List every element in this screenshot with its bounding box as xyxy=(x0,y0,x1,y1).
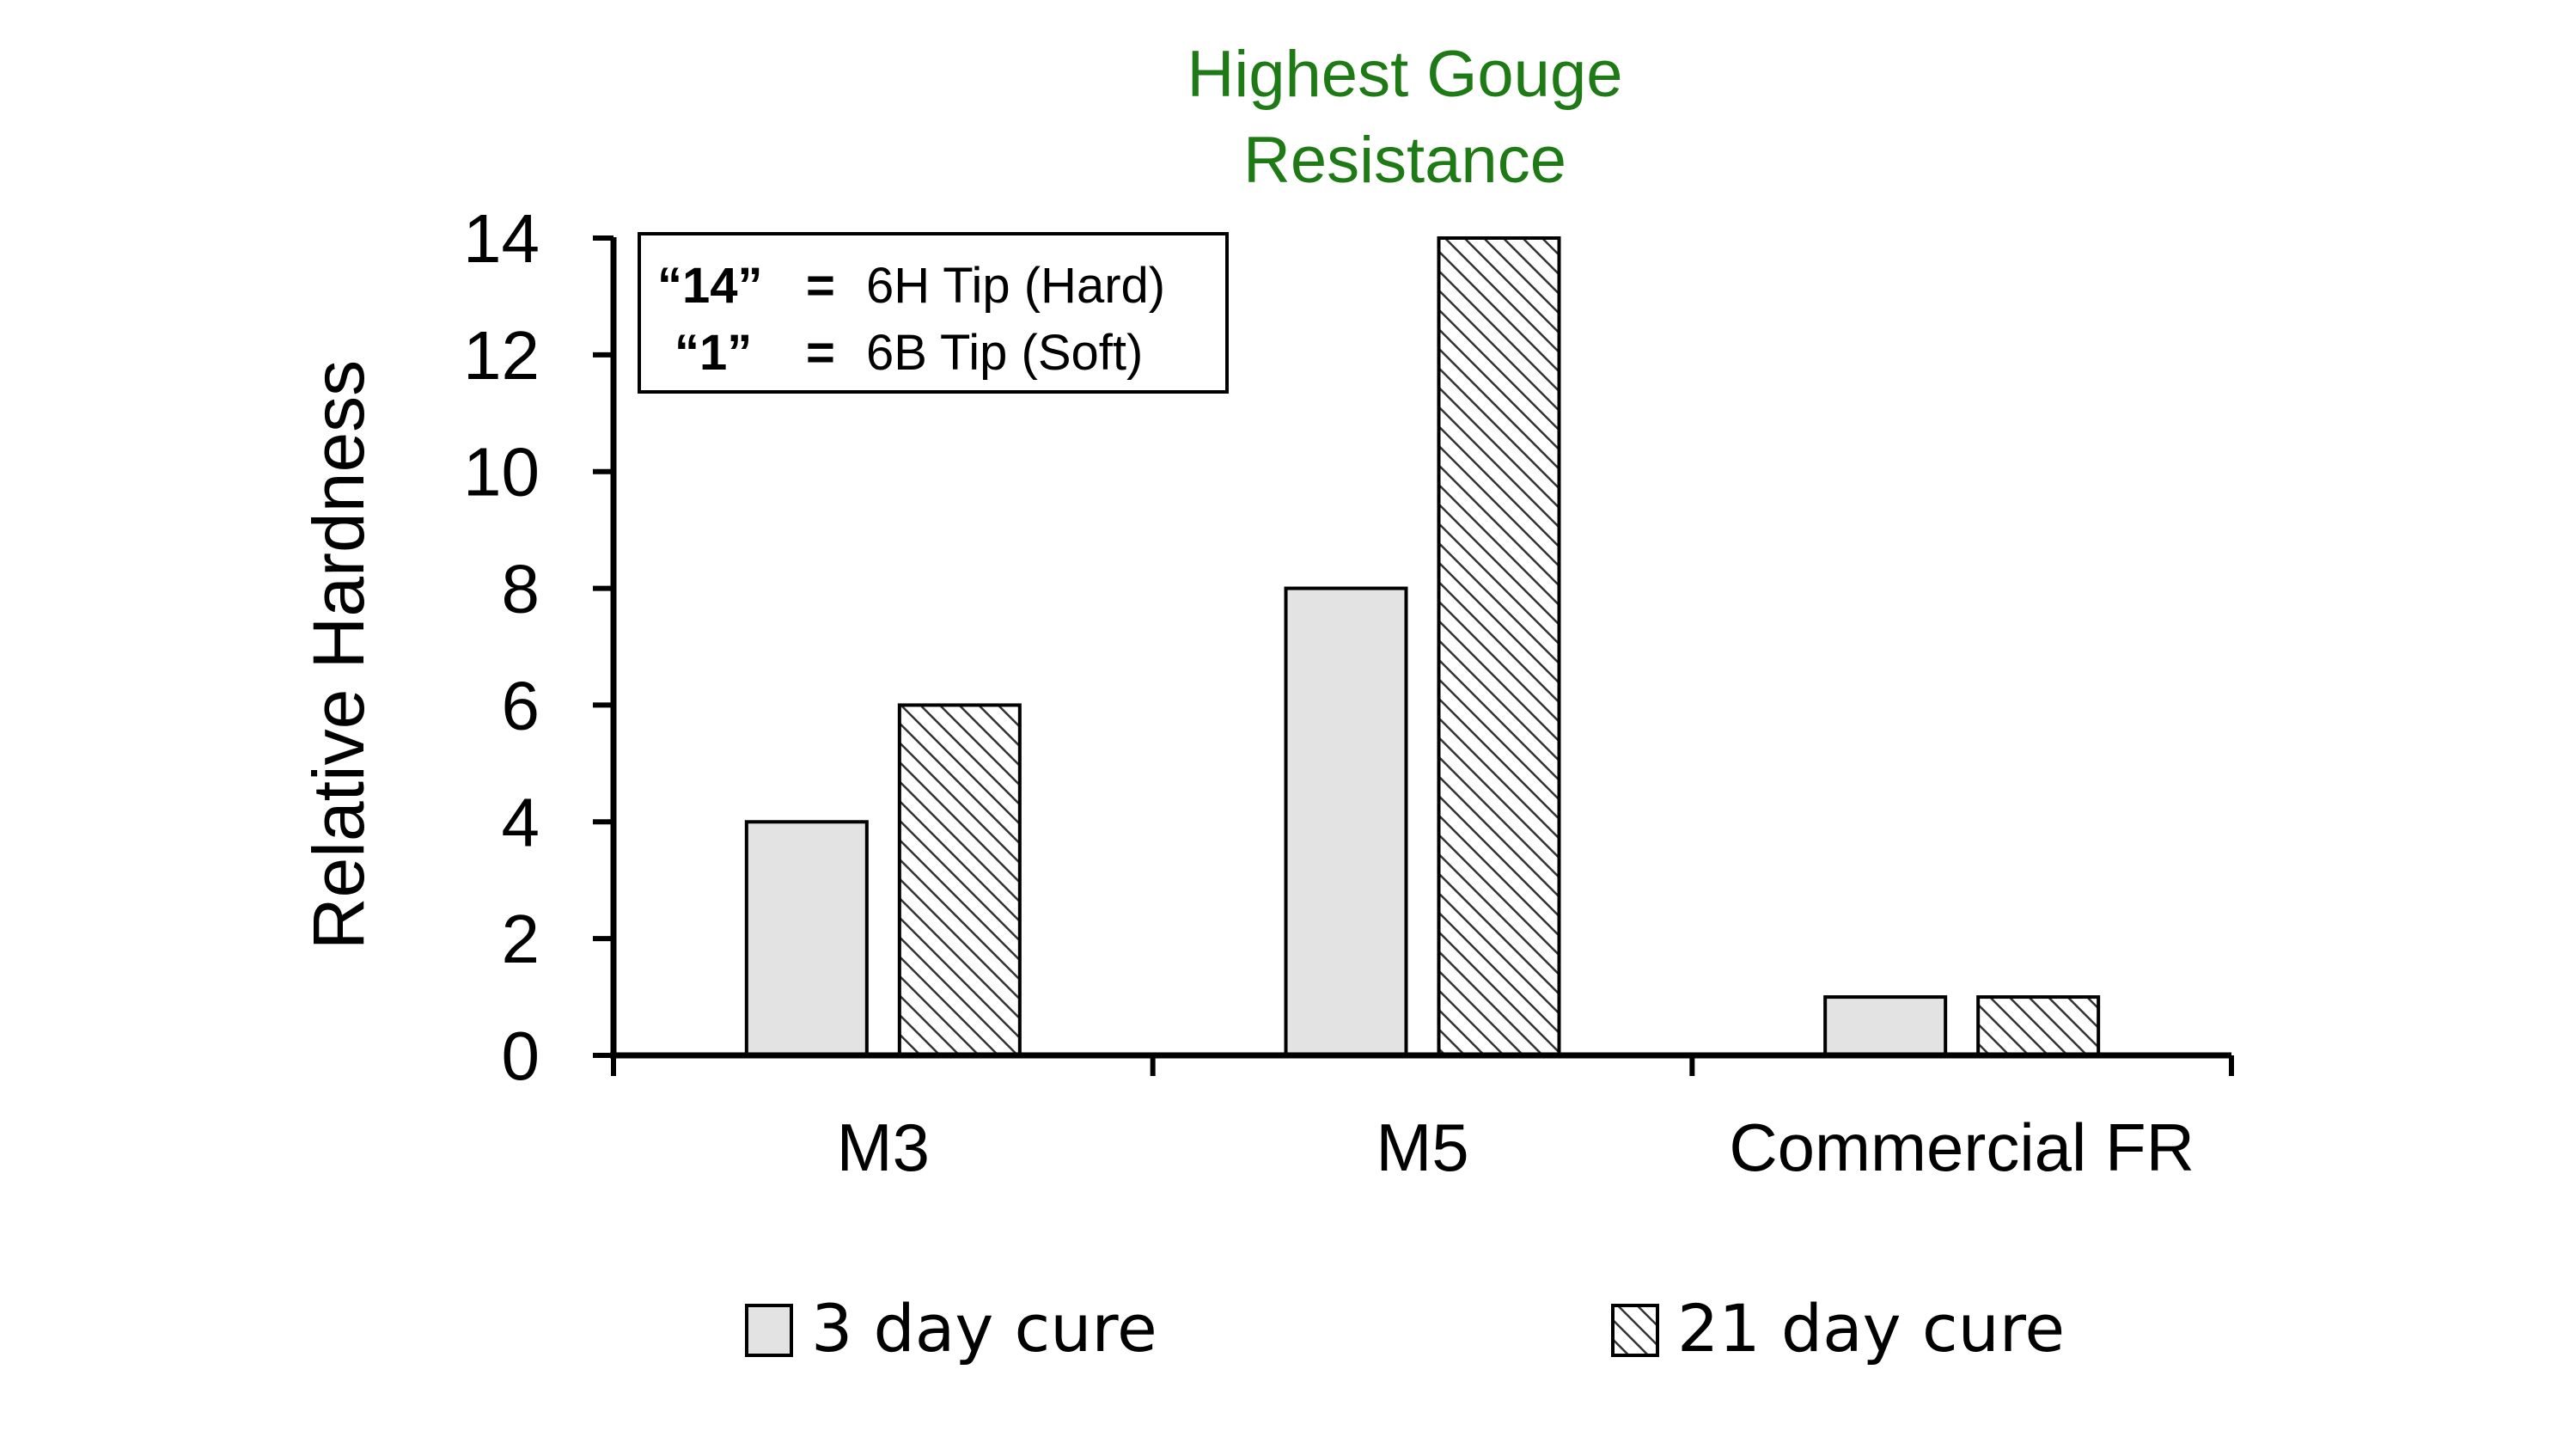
note-row-1-meaning: 6H Tip (Hard) xyxy=(866,258,1165,314)
x-category-label: Commercial FR xyxy=(1729,1110,2194,1185)
annotation-line-2: Resistance xyxy=(1243,124,1566,197)
y-axis-ticks: 0 2 4 6 8 10 12 14 xyxy=(463,200,613,1094)
note-row-2-eq: = xyxy=(806,325,835,381)
note-row-2-meaning: 6B Tip (Soft) xyxy=(866,325,1143,381)
y-tick-label: 0 xyxy=(502,1018,540,1094)
annotation-line-1: Highest Gouge xyxy=(1187,38,1623,111)
y-tick-label: 14 xyxy=(463,200,540,277)
legend-label-3-day: 3 day cure xyxy=(811,1290,1157,1366)
bars xyxy=(744,236,2101,1058)
legend-label-21-day: 21 day cure xyxy=(1677,1290,2065,1366)
bar-commercial-fr-3-day-cure xyxy=(1823,995,1948,1057)
bar-m5-3-day-cure xyxy=(1284,586,1408,1057)
x-category-label: M5 xyxy=(1376,1110,1468,1185)
bar-m3-21-day-cure xyxy=(897,703,1022,1058)
y-tick-label: 6 xyxy=(502,667,540,743)
y-tick-label: 8 xyxy=(502,551,540,627)
y-tick-label: 12 xyxy=(463,317,540,394)
legend-swatch-3-day xyxy=(745,1304,793,1357)
y-tick-label: 4 xyxy=(502,784,540,860)
y-tick-label: 2 xyxy=(502,901,540,977)
legend: 3 day cure 21 day cure xyxy=(745,1290,2065,1366)
note-row-1-eq: = xyxy=(806,258,835,314)
note-box: “14” = 6H Tip (Hard) “1” = 6B Tip (Soft) xyxy=(638,232,1229,394)
bar-m3-3-day-cure xyxy=(744,820,869,1057)
x-axis-ticks xyxy=(611,1055,2234,1076)
note-row-2-value: “1” xyxy=(675,325,752,381)
note-row-1-value: “14” xyxy=(657,258,763,314)
y-tick-label: 10 xyxy=(463,434,540,511)
x-category-label: M3 xyxy=(837,1110,930,1185)
x-axis-labels: M3 M5 Commercial FR xyxy=(837,1110,2194,1185)
bar-m5-21-day-cure xyxy=(1437,236,1561,1057)
legend-swatch-21-day xyxy=(1611,1304,1659,1357)
bar-commercial-fr-21-day-cure xyxy=(1976,995,2101,1057)
y-axis-label: Relative Hardness xyxy=(298,360,379,950)
